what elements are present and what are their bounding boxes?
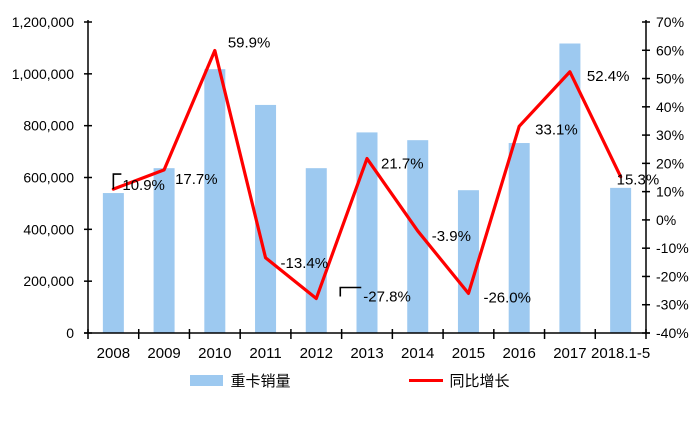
data-label-2009: 17.7% bbox=[175, 171, 218, 188]
right-axis-label: -10% bbox=[656, 240, 689, 256]
data-label-2008: 10.9% bbox=[122, 177, 165, 194]
bar-2008 bbox=[102, 193, 124, 333]
data-label-2014: -3.9% bbox=[432, 228, 471, 245]
legend-label-growth: 同比增长 bbox=[449, 373, 510, 390]
right-axis-label: 70% bbox=[656, 14, 684, 30]
bar-swatch bbox=[190, 375, 224, 386]
right-axis-label: 50% bbox=[656, 71, 684, 87]
data-label-2016: 33.1% bbox=[535, 121, 578, 138]
bar-2013 bbox=[356, 132, 378, 333]
data-label-2011: -13.4% bbox=[281, 255, 329, 272]
x-axis-label-2016: 2016 bbox=[502, 345, 535, 362]
right-axis-label: 20% bbox=[656, 155, 684, 171]
left-axis-label: 400,000 bbox=[23, 221, 74, 237]
bar-2016 bbox=[508, 143, 530, 333]
x-axis-label-2015: 2015 bbox=[452, 345, 485, 362]
bar-2018.1-5 bbox=[610, 187, 632, 333]
line-swatch bbox=[408, 379, 443, 382]
right-axis-label: -30% bbox=[656, 297, 689, 313]
x-axis-label-2012: 2012 bbox=[300, 345, 333, 362]
legend-item-growth: 同比增长 bbox=[408, 370, 510, 391]
bar-2009 bbox=[153, 168, 175, 333]
x-axis-label-2018.1-5: 2018.1-5 bbox=[591, 345, 650, 362]
right-axis-label: 0% bbox=[656, 212, 676, 228]
label-leader-2008 bbox=[112, 173, 122, 190]
bar-2011 bbox=[255, 104, 277, 333]
left-axis-label: 200,000 bbox=[23, 273, 74, 289]
data-label-2017: 52.4% bbox=[587, 68, 630, 85]
legend-item-sales: 重卡销量 bbox=[190, 370, 291, 391]
right-axis-label: -40% bbox=[656, 325, 689, 341]
data-label-2013: 21.7% bbox=[381, 156, 424, 173]
data-label-2018.1-5: 15.3% bbox=[617, 172, 660, 189]
x-axis-label-2014: 2014 bbox=[401, 345, 434, 362]
right-axis-label: 30% bbox=[656, 127, 684, 143]
data-label-2015: -26.0% bbox=[483, 289, 531, 306]
right-axis-label: -20% bbox=[656, 268, 689, 284]
x-axis-label-2008: 2008 bbox=[97, 345, 130, 362]
x-axis-label-2009: 2009 bbox=[147, 345, 180, 362]
data-label-2010: 59.9% bbox=[228, 35, 271, 52]
bar-2017 bbox=[559, 43, 581, 333]
bar-2014 bbox=[407, 140, 429, 333]
x-axis-label-2011: 2011 bbox=[249, 345, 281, 362]
legend-label-sales: 重卡销量 bbox=[230, 373, 291, 390]
bar-2015 bbox=[457, 190, 479, 333]
bar-2012 bbox=[305, 168, 327, 333]
x-axis-label-2010: 2010 bbox=[198, 345, 231, 362]
growth-line bbox=[111, 48, 623, 301]
x-axis-label-2017: 2017 bbox=[553, 345, 586, 362]
x-axis-label-2013: 2013 bbox=[350, 345, 383, 362]
left-axis-label: 0 bbox=[66, 325, 74, 341]
left-axis-label: 800,000 bbox=[23, 118, 74, 134]
bar-2010 bbox=[204, 69, 226, 333]
left-axis-label: 600,000 bbox=[23, 170, 74, 186]
left-axis-label: 1,000,000 bbox=[12, 66, 74, 82]
right-axis-label: 60% bbox=[656, 42, 684, 58]
label-leader-2012 bbox=[339, 286, 362, 297]
data-label-2012: -27.8% bbox=[363, 289, 411, 306]
right-axis-label: 10% bbox=[656, 184, 684, 200]
right-axis-label: 40% bbox=[656, 99, 684, 115]
left-axis-label: 1,200,000 bbox=[12, 14, 74, 30]
legend: 重卡销量 同比增长 bbox=[0, 370, 700, 391]
